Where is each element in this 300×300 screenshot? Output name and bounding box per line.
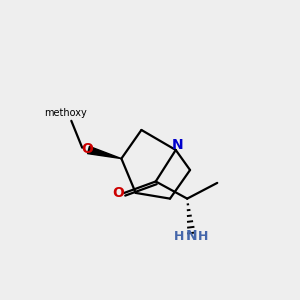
Polygon shape	[88, 146, 122, 159]
Text: methoxy: methoxy	[44, 108, 87, 118]
Text: N: N	[186, 230, 197, 243]
Text: H: H	[198, 230, 209, 243]
Text: N: N	[172, 138, 184, 152]
Text: H: H	[174, 230, 185, 243]
Text: O: O	[112, 187, 124, 200]
Text: O: O	[81, 142, 93, 156]
